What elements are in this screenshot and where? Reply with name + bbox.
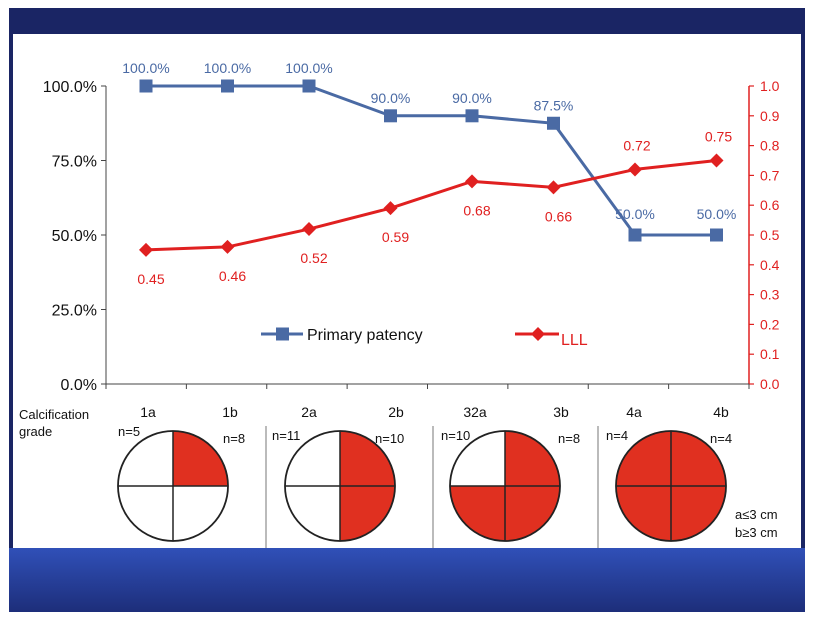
y-left-tick-label: 25.0%	[52, 303, 97, 320]
row-label-calcification-grade: Calcification	[19, 407, 89, 422]
y-right-tick-label: 0.9	[760, 108, 780, 124]
category-label: 2b	[388, 404, 404, 420]
grade-circle-outline	[284, 430, 396, 542]
grade-circle-outline	[117, 430, 229, 542]
grade-circle-quadrant	[505, 486, 560, 541]
row-label-calcification-grade: grade	[19, 424, 52, 439]
legend-marker-lll	[531, 327, 545, 341]
data-label-primary-patency: 87.5%	[534, 97, 574, 113]
series-line-primary-patency	[146, 84, 717, 237]
data-label-primary-patency: 50.0%	[615, 206, 655, 222]
marker-lll	[220, 239, 235, 254]
y-left-tick-label: 0.0%	[61, 377, 97, 394]
grade-circle-quadrant	[616, 431, 671, 486]
marker-lll	[383, 201, 398, 216]
marker-lll	[709, 153, 724, 168]
grade-circle-quadrant	[173, 431, 228, 486]
marker-primary-patency	[139, 79, 153, 93]
y-right-tick-label: 0.1	[760, 346, 780, 362]
sample-size-label: n=4	[606, 428, 628, 443]
sample-size-label: n=8	[223, 431, 245, 446]
slide-bottom-band	[9, 548, 805, 612]
data-label-primary-patency: 50.0%	[697, 206, 737, 222]
marker-primary-patency	[302, 79, 316, 93]
grade-circle-quadrant	[340, 486, 395, 541]
category-label: 4b	[713, 404, 729, 420]
data-label-lll: 0.59	[382, 229, 409, 245]
sample-size-label: n=10	[375, 431, 404, 446]
data-label-lll: 0.72	[623, 137, 650, 153]
y-right-tick-label: 0.5	[760, 227, 780, 243]
grade-circle-quadrant	[340, 431, 395, 486]
sample-size-label: n=5	[118, 424, 140, 439]
marker-primary-patency	[710, 228, 723, 242]
y-right-tick-label: 0.6	[760, 197, 780, 213]
grade-circle-quadrant	[671, 431, 726, 486]
patency-lll-chart: 0.0% 25.0% 50.0% 75.0% 100.0% 0.0 0.1 0.2 0.3 0.4…	[19, 60, 780, 548]
y-left-tick-label: 75.0%	[52, 154, 97, 171]
category-label: 1a	[140, 404, 156, 420]
y-right-tick-label: 0.3	[760, 287, 780, 303]
grade-circle-quadrant	[616, 486, 671, 541]
footnote: a≤3 cm	[735, 507, 778, 522]
y-right-tick-label: 1.0	[760, 78, 780, 94]
data-label-primary-patency: 100.0%	[122, 60, 169, 76]
grade-circle-outline	[449, 430, 561, 542]
legend-label-primary-patency: Primary patency	[307, 327, 423, 344]
marker-lll	[465, 174, 479, 189]
y-left-tick-label: 50.0%	[52, 228, 97, 245]
marker-primary-patency	[465, 109, 479, 123]
marker-primary-patency	[547, 116, 560, 130]
data-label-lll: 0.45	[137, 271, 164, 287]
data-label-primary-patency: 90.0%	[452, 90, 492, 106]
y-right-tick-label: 0.8	[760, 138, 780, 154]
legend-label-lll: LLL	[561, 332, 588, 349]
marker-lll	[628, 162, 642, 177]
category-label: 32a	[463, 404, 487, 420]
marker-lll	[546, 180, 561, 195]
marker-primary-patency	[384, 109, 397, 123]
data-label-lll: 0.66	[545, 208, 572, 224]
grade-circle-quadrant	[671, 486, 726, 541]
data-label-primary-patency: 100.0%	[204, 60, 251, 76]
y-right-tick-label: 0.7	[760, 167, 780, 183]
sample-size-label: n=4	[710, 431, 732, 446]
category-label: 3b	[553, 404, 569, 420]
sample-size-label: n=10	[441, 428, 470, 443]
footnote: b≥3 cm	[735, 525, 778, 540]
sample-size-label: n=8	[558, 431, 580, 446]
data-label-primary-patency: 90.0%	[371, 90, 411, 106]
sample-size-label: n=11	[272, 428, 300, 443]
grade-circle-quadrant	[505, 431, 560, 486]
marker-primary-patency	[628, 228, 642, 242]
data-label-primary-patency: 100.0%	[285, 60, 332, 76]
chart-panel: 0.0% 25.0% 50.0% 75.0% 100.0% 0.0 0.1 0.2 0.3 0.4…	[13, 34, 801, 548]
legend-marker-primary-patency	[276, 327, 289, 341]
data-label-lll: 0.52	[300, 250, 327, 266]
marker-lll	[302, 222, 316, 237]
data-label-lll: 0.75	[705, 129, 732, 145]
category-label: 1b	[222, 404, 238, 420]
y-right-tick-label: 0.0	[760, 376, 780, 392]
data-label-lll: 0.46	[219, 268, 246, 284]
grade-circle-quadrant	[450, 486, 505, 541]
category-label: 2a	[301, 404, 317, 420]
grade-circle-outline	[615, 430, 727, 542]
category-label: 4a	[626, 404, 642, 420]
marker-primary-patency	[221, 79, 234, 93]
series-line-lll	[145, 159, 717, 252]
marker-lll	[139, 242, 153, 257]
data-label-lll: 0.68	[463, 202, 490, 218]
y-right-tick-label: 0.4	[760, 257, 780, 273]
y-right-tick-label: 0.2	[760, 316, 780, 332]
y-left-tick-label: 100.0%	[43, 79, 97, 96]
